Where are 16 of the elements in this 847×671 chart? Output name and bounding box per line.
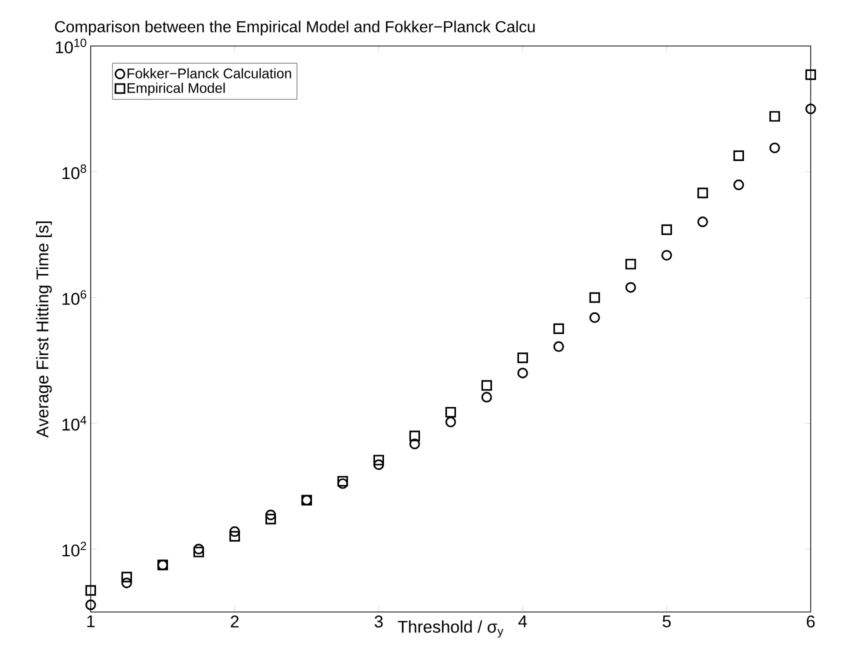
x-tick-label: 2 — [230, 616, 239, 628]
legend-label: Empirical Model — [128, 82, 225, 96]
chart-title: Comparison between the Empirical Model and Fokker−Planck Calcu — [55, 20, 535, 36]
x-tick-label: 1 — [87, 616, 95, 628]
y-tick-label: 10$^{4}$ — [62, 416, 86, 431]
x-tick-label: 6 — [806, 616, 815, 628]
y-tick-label: 10$^{2}$ — [62, 542, 86, 556]
y-tick-label: 10$^{8}$ — [62, 164, 86, 180]
legend-label: Fokker−Planck Calculation — [128, 68, 292, 78]
x-tick-label: 3 — [374, 616, 383, 628]
y-tick-label: 10$^{6}$ — [62, 290, 86, 305]
x-tick-label: 5 — [662, 616, 671, 628]
x-axis-title: Threshold / σ$_{y}$ — [398, 620, 504, 638]
x-tick-label: 4 — [518, 616, 527, 628]
y-axis-title: Average First Hitting Time [s] — [36, 222, 52, 438]
y-tick-label: 10$^{10}$ — [56, 38, 86, 54]
